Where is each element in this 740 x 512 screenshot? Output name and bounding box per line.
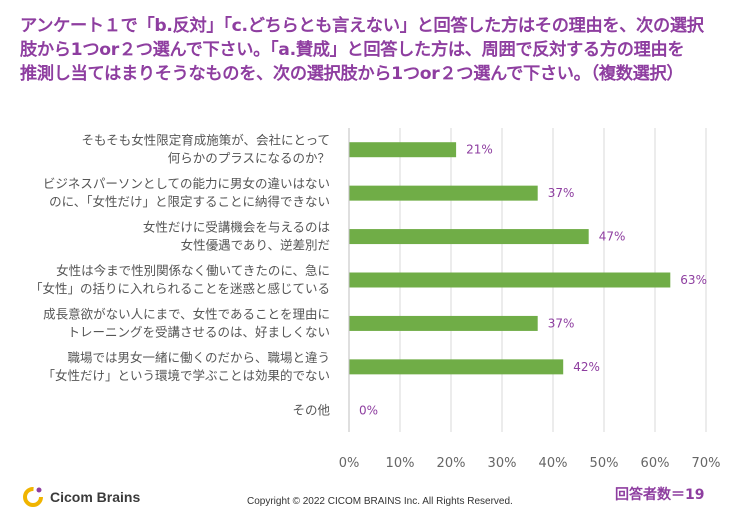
logo-text: Cicom Brains xyxy=(50,489,141,505)
category-label: のに、「女性だけ」と限定することに納得できない xyxy=(49,194,330,209)
x-tick-label: 50% xyxy=(590,456,619,471)
data-label: 63% xyxy=(680,273,707,287)
copyright-text: Copyright © 2022 CICOM BRAINS Inc. All R… xyxy=(247,496,513,507)
category-label: 女性は今まで性別関係なく働いてきたのに、急に xyxy=(56,263,330,278)
category-label: 何らかのプラスになるのか？ xyxy=(168,151,330,166)
category-label: 職場では男女一緒に働くのだから、職場と違う xyxy=(67,350,330,365)
x-tick-label: 60% xyxy=(641,456,670,471)
bar xyxy=(349,272,671,288)
x-tick-label: 0% xyxy=(339,456,360,471)
x-tick-label: 70% xyxy=(692,456,721,471)
category-label: その他 xyxy=(292,402,330,417)
respondent-count: 回答者数＝19 xyxy=(615,487,705,503)
category-label: 女性優遇であり、逆差別だ xyxy=(181,238,330,253)
category-label: 成長意欲がない人にまで、女性であることを理由に xyxy=(43,306,330,321)
title-line-1: アンケート１で「b.反対」「c.どちらとも言えない」と回答した方はその理由を、次… xyxy=(20,16,704,36)
company-logo: Cicom Brains xyxy=(22,486,140,508)
category-label: そもそも女性限定育成施策が、会社にとって xyxy=(81,133,330,148)
data-label: 37% xyxy=(548,186,575,200)
bar xyxy=(349,229,589,245)
x-tick-label: 20% xyxy=(437,456,466,471)
category-label: ビジネスパーソンとしての能力に男女の違いはない xyxy=(43,176,330,191)
data-label: 42% xyxy=(573,360,600,374)
bar-chart: 0% 10% 20% 30% 40% 50% 60% 70% 21% そもそも女性限定育成施策が、… xyxy=(30,128,721,471)
category-label: 「女性」の括りに入れられることを迷惑と感じている xyxy=(30,281,330,296)
category-label: トレーニングを受講させるのは、好ましくない xyxy=(67,324,330,339)
x-tick-label: 30% xyxy=(488,456,517,471)
x-tick-label: 10% xyxy=(386,456,415,471)
data-label: 21% xyxy=(466,143,493,157)
x-tick-label: 40% xyxy=(539,456,568,471)
bar xyxy=(349,315,538,331)
data-label: 37% xyxy=(548,316,575,330)
chart-title: アンケート１で「b.反対」「c.どちらとも言えない」と回答した方はその理由を、次… xyxy=(20,14,725,86)
data-label: 47% xyxy=(599,230,626,244)
category-label: 「女性だけ」という環境で学ぶことは効果的でない xyxy=(42,368,330,383)
category-label: 女性だけに受講機会を与えるのは xyxy=(143,220,330,235)
title-line-3: 推測し当てはまりそうなものを、次の選択肢から1つor２つ選んで下さい。（複数選択… xyxy=(20,64,684,84)
bar xyxy=(349,359,564,375)
data-label: 0% xyxy=(359,403,378,417)
title-line-2: 肢から1つor２つ選んで下さい。「a.賛成」と回答した方は、周囲で反対する方の理… xyxy=(20,40,685,60)
bar xyxy=(349,142,457,158)
cicom-logo-icon xyxy=(23,487,43,507)
bar xyxy=(349,185,538,201)
